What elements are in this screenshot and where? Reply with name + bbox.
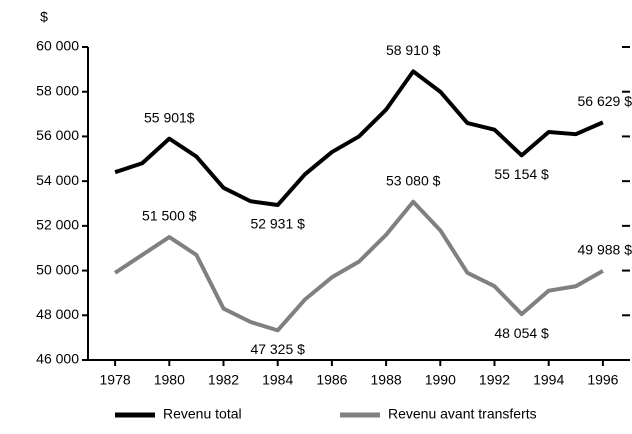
y-tick-label: 56 000 [36,127,79,143]
y-tick-label: 46 000 [36,351,79,367]
x-tick-label: 1986 [316,372,347,388]
x-tick-label: 1996 [587,372,618,388]
series-line [114,69,604,208]
data-label: 55 901$ [144,109,195,125]
data-label: 49 988 $ [578,242,632,258]
data-label: 53 080 $ [386,172,441,188]
y-tick-label: 52 000 [36,217,79,233]
x-tick-label: 1990 [425,372,456,388]
data-label: 48 054 $ [494,325,549,341]
x-tick-label: 1992 [479,372,510,388]
legend-label: Revenu total [163,406,242,422]
data-label: 51 500 $ [142,208,197,224]
y-tick-label: 48 000 [36,306,79,322]
y-tick-label: 60 000 [36,38,79,54]
x-tick-label: 1988 [371,372,402,388]
data-label: 47 325 $ [250,341,305,357]
x-tick-label: 1984 [262,372,293,388]
data-label: 58 910 $ [386,42,441,58]
y-axis-label: $ [40,9,48,25]
y-tick-label: 54 000 [36,172,79,188]
data-label: 55 154 $ [494,166,549,182]
x-tick-label: 1994 [533,372,564,388]
x-tick-label: 1980 [154,372,185,388]
y-tick-label: 50 000 [36,261,79,277]
x-tick-label: 1978 [100,372,131,388]
y-tick-label: 58 000 [36,82,79,98]
legend-label: Revenu avant transferts [388,406,537,422]
series-line [113,199,604,333]
x-tick-label: 1982 [208,372,239,388]
data-label: 52 931 $ [250,216,305,232]
data-label: 56 629 $ [578,93,632,109]
